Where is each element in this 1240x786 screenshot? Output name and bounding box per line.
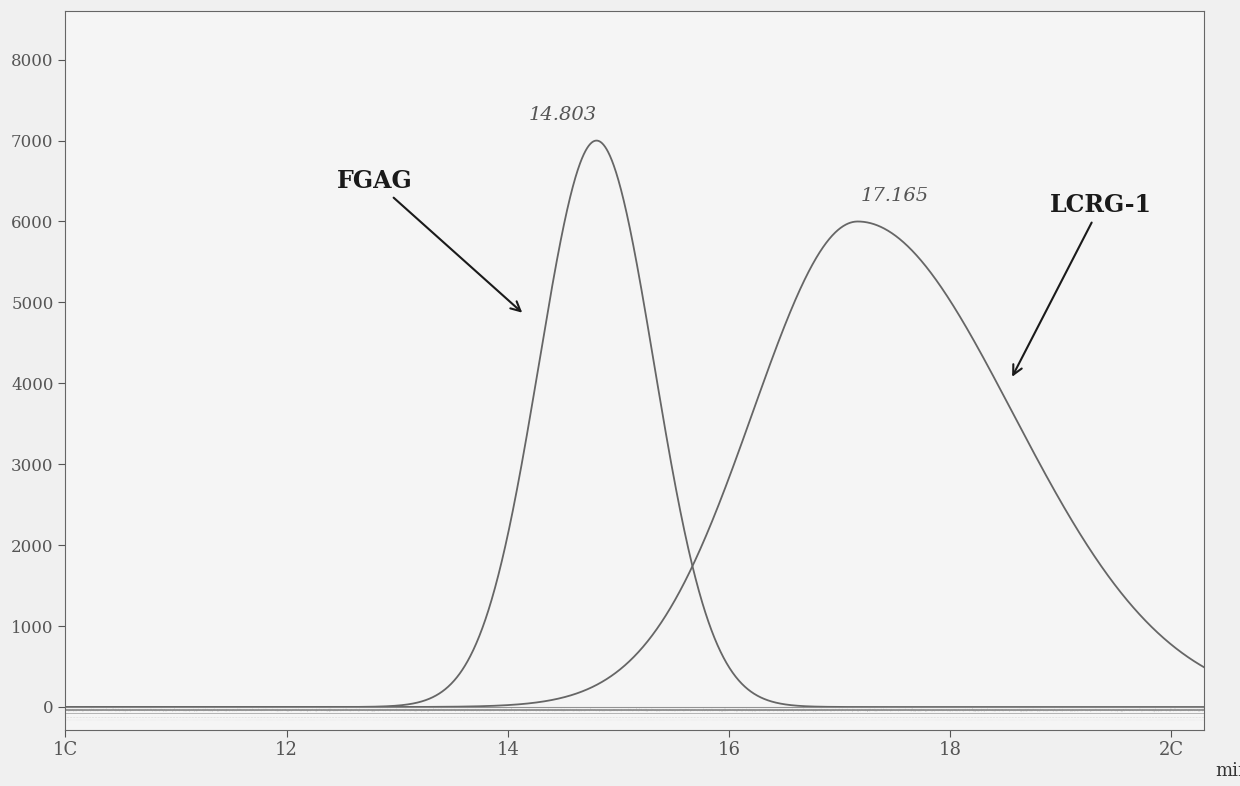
Text: 14.803: 14.803 xyxy=(529,106,598,124)
Text: FGAG: FGAG xyxy=(337,169,521,311)
X-axis label: min: min xyxy=(1215,762,1240,780)
Text: LCRG-1: LCRG-1 xyxy=(1013,193,1152,375)
Text: 17.165: 17.165 xyxy=(861,187,929,205)
